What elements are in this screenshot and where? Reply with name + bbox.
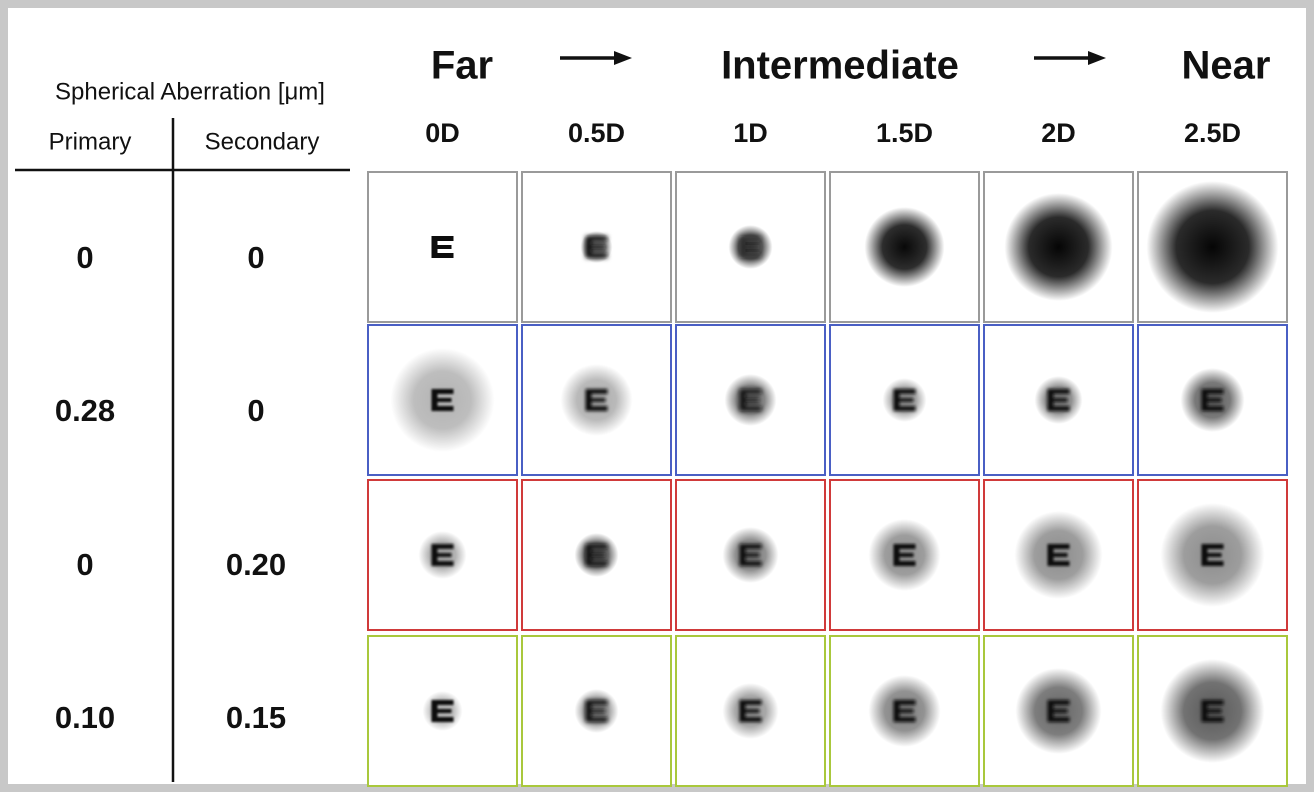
defocus-label: 2D xyxy=(1041,118,1076,148)
simulation-cell xyxy=(984,480,1133,630)
letter-e xyxy=(432,236,454,258)
simulation-cell xyxy=(676,480,825,630)
simulation-cell xyxy=(830,636,979,786)
simulation-cell xyxy=(984,325,1133,475)
simulation-cell xyxy=(1138,325,1287,475)
defocus-label: 0D xyxy=(425,118,460,148)
column-header: Primary xyxy=(49,128,132,155)
letter-e xyxy=(1048,389,1070,411)
simulation-cell xyxy=(522,480,671,630)
simulation-cell xyxy=(522,172,671,322)
letter-e xyxy=(1202,544,1224,566)
row-value: 0.20 xyxy=(226,547,286,582)
blur-halo xyxy=(1005,193,1113,301)
simulation-cell xyxy=(676,172,825,322)
table-title: Spherical Aberration [μm] xyxy=(55,78,325,105)
letter-e xyxy=(1202,700,1224,722)
row-value: 0 xyxy=(76,547,93,582)
letter-e xyxy=(432,700,454,722)
row-value: 0.15 xyxy=(226,700,286,735)
letter-e xyxy=(740,544,762,566)
simulation-cell xyxy=(1138,480,1287,630)
letter-e xyxy=(586,236,608,258)
row-value: 0.10 xyxy=(55,700,115,735)
row-value: 0 xyxy=(247,240,264,275)
row-value: 0 xyxy=(76,240,93,275)
simulation-cell xyxy=(368,480,517,630)
defocus-label: 1.5D xyxy=(876,118,933,148)
letter-e xyxy=(1048,544,1070,566)
simulation-cell xyxy=(1138,172,1287,322)
simulation-cell xyxy=(830,172,979,322)
letter-e xyxy=(894,700,916,722)
letter-e xyxy=(586,700,608,722)
simulation-cell xyxy=(368,325,517,475)
simulation-cell xyxy=(1138,636,1287,786)
letter-e xyxy=(894,389,916,411)
defocus-label: 1D xyxy=(733,118,768,148)
simulation-cell xyxy=(676,325,825,475)
defocus-label: 2.5D xyxy=(1184,118,1241,148)
letter-e xyxy=(1202,389,1224,411)
row-value: 0 xyxy=(247,393,264,428)
simulation-cell xyxy=(522,636,671,786)
column-header: Secondary xyxy=(205,128,320,155)
direction-label: Far xyxy=(431,44,493,88)
simulation-cell xyxy=(830,480,979,630)
letter-e xyxy=(740,236,762,258)
row-value: 0.28 xyxy=(55,393,115,428)
simulation-cell xyxy=(368,636,517,786)
letter-e xyxy=(586,544,608,566)
letter-e xyxy=(1048,700,1070,722)
simulation-cell xyxy=(984,172,1133,322)
letter-e xyxy=(740,389,762,411)
simulation-cell xyxy=(522,325,671,475)
simulation-cell xyxy=(676,636,825,786)
letter-e xyxy=(894,544,916,566)
letter-e xyxy=(740,700,762,722)
letter-e xyxy=(432,389,454,411)
figure: Spherical Aberration [μm] Primary Second… xyxy=(0,0,1314,792)
direction-label: Near xyxy=(1182,44,1271,88)
defocus-label: 0.5D xyxy=(568,118,625,148)
simulation-cell xyxy=(830,325,979,475)
simulation-cell xyxy=(368,172,517,322)
blur-halo xyxy=(1147,181,1279,313)
letter-e xyxy=(586,389,608,411)
letter-e xyxy=(432,544,454,566)
simulation-cell xyxy=(984,636,1133,786)
blur-halo xyxy=(865,207,945,287)
direction-label: Intermediate xyxy=(721,44,959,88)
